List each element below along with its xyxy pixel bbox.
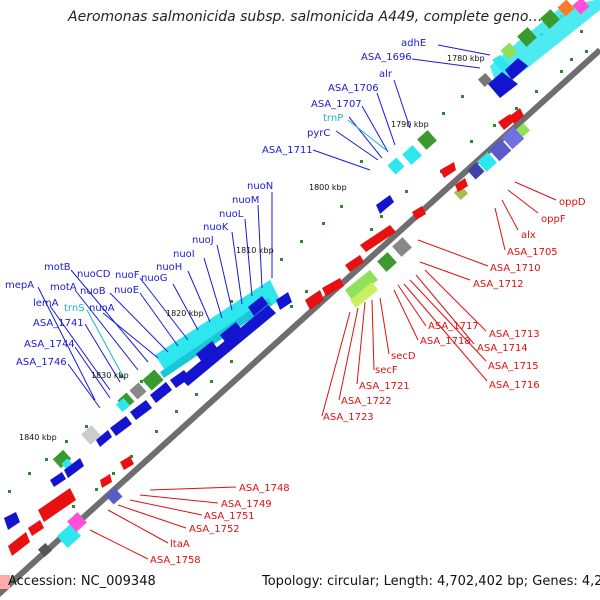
gene-label-ASA_1714[interactable]: ASA_1714 (477, 343, 528, 354)
gene-label-ASA_1741[interactable]: ASA_1741 (33, 318, 84, 329)
gene-label-adhE[interactable]: adhE (401, 38, 426, 49)
trnP-connector (347, 119, 387, 151)
gene-label-ASA_1713[interactable]: ASA_1713 (489, 329, 540, 340)
forward-genes (4, 58, 528, 530)
gene-label-lemA[interactable]: lemA (33, 298, 59, 309)
topology-text: Topology: circular; Length: 4,702,402 bp… (262, 574, 600, 589)
trnS-connector (86, 309, 126, 381)
gene-label-ASA_1707[interactable]: ASA_1707 (311, 99, 362, 110)
gc-skew-track (8, 15, 588, 508)
gene-label-ASA_1723[interactable]: ASA_1723 (323, 412, 374, 423)
tick-1820: 1820 kbp (166, 309, 204, 318)
gene-label-ASA_1749[interactable]: ASA_1749 (221, 499, 272, 510)
gene-label-pyrC[interactable]: pyrC (307, 128, 330, 139)
gene-label-ASA_1715[interactable]: ASA_1715 (488, 361, 539, 372)
gene-label-nuoCD[interactable]: nuoCD (77, 269, 111, 280)
gene-label-nuoE[interactable]: nuoE (114, 285, 139, 296)
tick-1840: 1840 kbp (19, 433, 57, 442)
cog-track-reverse (0, 122, 531, 589)
gene-label-nuoL[interactable]: nuoL (219, 209, 244, 220)
tick-1800: 1800 kbp (309, 183, 347, 192)
gene-label-ASA_1717[interactable]: ASA_1717 (428, 321, 479, 332)
gene-label-ASA_1696[interactable]: ASA_1696 (361, 52, 412, 63)
gene-label-nuoH[interactable]: nuoH (156, 262, 182, 273)
tick-1780: 1780 kbp (447, 54, 485, 63)
gene-label-ASA_1744[interactable]: ASA_1744 (24, 339, 75, 350)
gene-label-ASA_1721[interactable]: ASA_1721 (359, 381, 410, 392)
gene-label-nuoJ[interactable]: nuoJ (192, 235, 214, 246)
gene-label-alr[interactable]: alr (379, 69, 393, 80)
label-connectors-reverse (89, 181, 557, 560)
gene-label-oppD[interactable]: oppD (559, 197, 586, 208)
gene-label-secF[interactable]: secF (375, 365, 398, 376)
tick-1790: 1790 kbp (391, 120, 429, 129)
gene-label-oppF[interactable]: oppF (541, 214, 566, 225)
gene-label-secD[interactable]: secD (391, 351, 416, 362)
gene-label-nuoI[interactable]: nuoI (173, 249, 195, 260)
genome-title: Aeromonas salmonicida subsp. salmonicida… (68, 9, 543, 25)
gene-label-nuoB[interactable]: nuoB (80, 286, 106, 297)
gene-label-ASA_1758[interactable]: ASA_1758 (150, 555, 201, 566)
gene-label-motA[interactable]: motA (50, 282, 77, 293)
gene-label-ASA_1712[interactable]: ASA_1712 (473, 279, 524, 290)
gene-label-alx[interactable]: alx (521, 230, 536, 241)
accession-text: Accession: NC_009348 (8, 574, 156, 589)
gene-label-ltaA[interactable]: ltaA (170, 539, 190, 550)
gene-label-ASA_1752[interactable]: ASA_1752 (189, 524, 240, 535)
gene-label-ASA_1722[interactable]: ASA_1722 (341, 396, 392, 407)
gene-label-motB[interactable]: motB (44, 262, 71, 273)
gene-label-nuoM[interactable]: nuoM (232, 195, 259, 206)
tick-1810: 1810 kbp (236, 246, 274, 255)
gene-label-ASA_1748[interactable]: ASA_1748 (239, 483, 290, 494)
reverse-genes (8, 108, 524, 556)
gene-label-ASA_1706[interactable]: ASA_1706 (328, 83, 379, 94)
gene-label-ASA_1746[interactable]: ASA_1746 (16, 357, 67, 368)
gene-label-nuoG[interactable]: nuoG (141, 273, 168, 284)
gene-label-ASA_1705[interactable]: ASA_1705 (507, 247, 558, 258)
label-connectors-forward (37, 44, 491, 409)
gene-label-ASA_1751[interactable]: ASA_1751 (204, 511, 255, 522)
gene-label-nuoN[interactable]: nuoN (247, 181, 273, 192)
tick-1830: 1830 kbp (91, 371, 129, 380)
gene-label-mepA[interactable]: mepA (5, 280, 34, 291)
gene-label-nuoF[interactable]: nuoF (115, 270, 140, 281)
gene-label-trnS[interactable]: trnS (64, 303, 85, 314)
gene-label-nuoK[interactable]: nuoK (203, 222, 229, 233)
gene-label-ASA_1718[interactable]: ASA_1718 (420, 336, 471, 347)
gene-label-ASA_1710[interactable]: ASA_1710 (490, 263, 541, 274)
gene-label-nuoA[interactable]: nuoA (89, 303, 115, 314)
gene-label-ASA_1716[interactable]: ASA_1716 (489, 380, 540, 391)
gene-label-trnP[interactable]: trnP (323, 113, 343, 124)
gene-label-ASA_1711[interactable]: ASA_1711 (262, 145, 313, 156)
